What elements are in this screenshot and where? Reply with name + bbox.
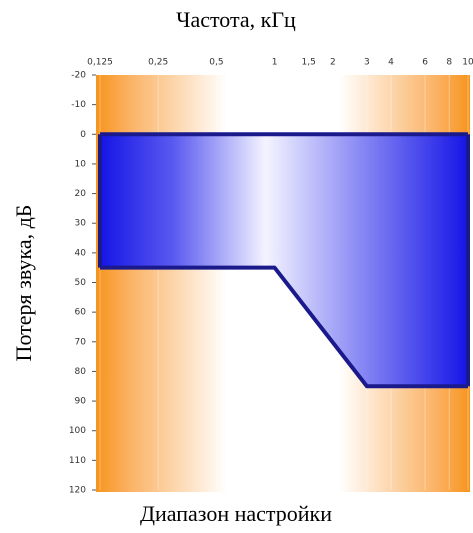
y-tick-label: 90 xyxy=(75,397,87,407)
y-tick-label: 110 xyxy=(69,456,86,466)
y-tick-label: 60 xyxy=(75,308,87,318)
y-tick-label: 50 xyxy=(75,278,87,288)
y-axis-title: Потеря звука, дБ xyxy=(11,205,36,362)
y-tick-label: 20 xyxy=(75,189,87,199)
chart-title: Частота, кГц xyxy=(176,7,296,32)
y-tick-label: 40 xyxy=(75,248,87,258)
x-tick-label: 0,125 xyxy=(87,58,113,68)
x-tick-label: 4 xyxy=(388,58,394,68)
y-tick-label: 0 xyxy=(80,130,86,140)
y-tick-label: -20 xyxy=(71,71,86,81)
x-tick-label: 6 xyxy=(422,58,428,68)
x-axis-title: Диапазон настройки xyxy=(140,501,332,526)
lower-bound-line xyxy=(100,265,468,389)
y-tick-label: 120 xyxy=(69,486,86,496)
x-tick-label: 0,25 xyxy=(148,58,168,68)
y-tick-label: -10 xyxy=(71,100,86,110)
x-tick-label: 8 xyxy=(446,58,452,68)
fitting-range-area xyxy=(100,134,468,387)
y-tick-label: 80 xyxy=(75,367,87,377)
x-tick-label: 10 xyxy=(462,58,473,68)
x-tick-label: 1,5 xyxy=(302,58,316,68)
y-tick-label: 10 xyxy=(75,159,87,169)
y-tick-label: 30 xyxy=(75,219,87,229)
y-tick-label: 100 xyxy=(69,426,86,436)
x-tick-label: 3 xyxy=(364,58,370,68)
y-tick-label: 70 xyxy=(75,337,87,347)
x-tick-label: 1 xyxy=(272,58,278,68)
x-tick-label: 0,5 xyxy=(209,58,223,68)
x-tick-label: 2 xyxy=(330,58,336,68)
